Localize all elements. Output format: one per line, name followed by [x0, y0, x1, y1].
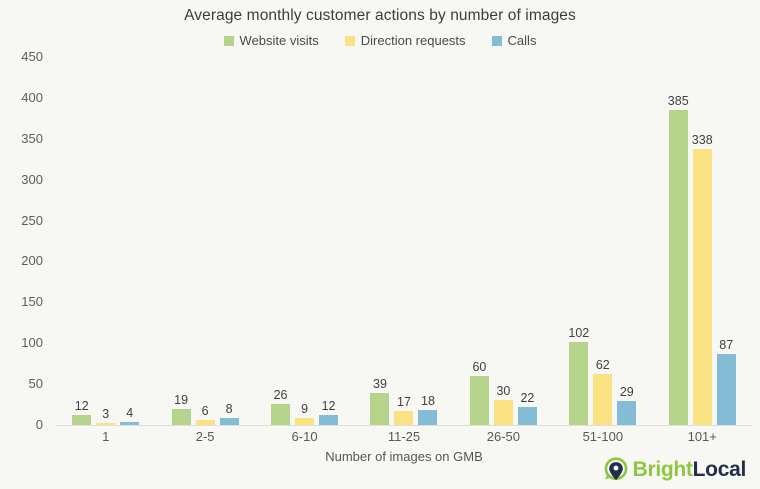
x-tick-label: 51-100	[582, 429, 624, 444]
bar-group: 12 3 4	[56, 57, 155, 425]
bar: 39	[370, 377, 390, 425]
bar-value-label: 8	[225, 402, 233, 417]
bar-value-label: 22	[520, 391, 535, 406]
y-tick-label: 250	[21, 212, 43, 228]
x-tick-label: 6-10	[291, 429, 318, 444]
bar-value-label: 6	[201, 404, 209, 419]
bar: 29	[617, 385, 637, 425]
bar-value-label: 17	[397, 395, 411, 410]
y-tick-label: 300	[21, 171, 43, 187]
logo-text: BrightLocal	[632, 458, 747, 482]
bar-value-label: 12	[321, 399, 336, 414]
bar: 12	[72, 399, 92, 425]
bar: 12	[319, 399, 339, 425]
bar-value-label: 3	[102, 406, 110, 421]
legend-item: Direction requests	[344, 33, 466, 48]
bar-value-label: 26	[273, 387, 288, 402]
bar: 22	[517, 391, 537, 425]
x-tick-label: 26-50	[486, 429, 521, 444]
bar: 3	[96, 407, 116, 425]
x-tick-label: 11-25	[387, 429, 421, 444]
legend-item: Website visits	[223, 33, 319, 48]
plot-area: 12 3 4 19 6 8 26 9 12 39 17 18 60 30 22 102 62 29 385 338 87	[56, 57, 752, 426]
x-axis-title: Number of images on GMB	[325, 449, 483, 464]
legend-label: Direction requests	[360, 33, 466, 48]
brightlocal-logo: BrightLocal	[602, 456, 746, 484]
bar: 19	[171, 393, 191, 425]
legend-swatch	[491, 35, 502, 46]
y-tick-label: 50	[28, 376, 43, 392]
bar: 338	[692, 133, 713, 425]
bar-value-label: 39	[373, 377, 387, 392]
bar: 17	[394, 395, 414, 425]
bar: 30	[493, 384, 513, 425]
bar-value-label: 102	[568, 325, 590, 340]
y-tick-label: 200	[21, 253, 43, 269]
y-tick-label: 350	[21, 130, 43, 146]
logo-text-bright: Bright	[632, 458, 693, 481]
bar: 26	[271, 388, 291, 425]
legend: Website visits Direction requests Calls	[0, 33, 760, 48]
bar-group: 19 6 8	[155, 57, 254, 425]
bar: 385	[668, 94, 689, 425]
legend-label: Website visits	[239, 33, 319, 48]
bar: 102	[568, 326, 589, 425]
brightlocal-pin-icon	[604, 457, 627, 481]
x-tick-label: 101+	[687, 429, 717, 444]
legend-item: Calls	[491, 33, 537, 48]
bar: 62	[593, 358, 613, 425]
x-axis: 1 2-5 6-10 11-25 26-50 51-100 101+	[56, 429, 752, 444]
bar-group: 102 62 29	[553, 57, 652, 425]
bar: 8	[219, 402, 239, 425]
bar-value-label: 60	[472, 359, 487, 374]
y-tick-label: 150	[21, 294, 43, 310]
bar-value-label: 4	[126, 405, 134, 420]
x-tick-label: 1	[102, 429, 110, 444]
bar-group: 39 17 18	[354, 57, 453, 425]
bar: 87	[716, 338, 736, 425]
y-tick-label: 100	[21, 335, 43, 351]
bar-value-label: 62	[595, 358, 610, 373]
bar: 9	[295, 402, 315, 425]
bar-value-label: 9	[301, 401, 309, 416]
legend-swatch	[223, 35, 234, 46]
bar-value-label: 30	[496, 384, 511, 399]
bar-value-label: 18	[421, 394, 435, 409]
bar-group: 385 338 87	[653, 57, 752, 425]
y-tick-label: 450	[21, 49, 43, 64]
bar: 60	[469, 360, 489, 425]
legend-swatch	[344, 35, 355, 46]
bar-group: 60 30 22	[454, 57, 553, 425]
bar-value-label: 338	[691, 132, 713, 147]
chart-title: Average monthly customer actions by numb…	[184, 7, 576, 24]
bar-value-label: 12	[74, 399, 89, 414]
bar-value-label: 385	[667, 94, 689, 109]
y-tick-label: 0	[35, 417, 43, 432]
bar-value-label: 29	[619, 385, 634, 400]
x-tick-label: 2-5	[195, 429, 215, 444]
legend-label: Calls	[507, 33, 537, 48]
y-axis: 0 50 100 150 200 250 300 350 400 450	[0, 49, 43, 432]
bar-value-label: 87	[719, 337, 734, 352]
y-tick-label: 400	[21, 89, 43, 105]
bar: 18	[418, 394, 438, 425]
logo-text-local: Local	[692, 458, 747, 481]
bar-value-label: 19	[174, 393, 189, 408]
bar: 4	[120, 406, 140, 425]
bar-group: 26 9 12	[255, 57, 354, 425]
bar: 6	[195, 404, 215, 425]
